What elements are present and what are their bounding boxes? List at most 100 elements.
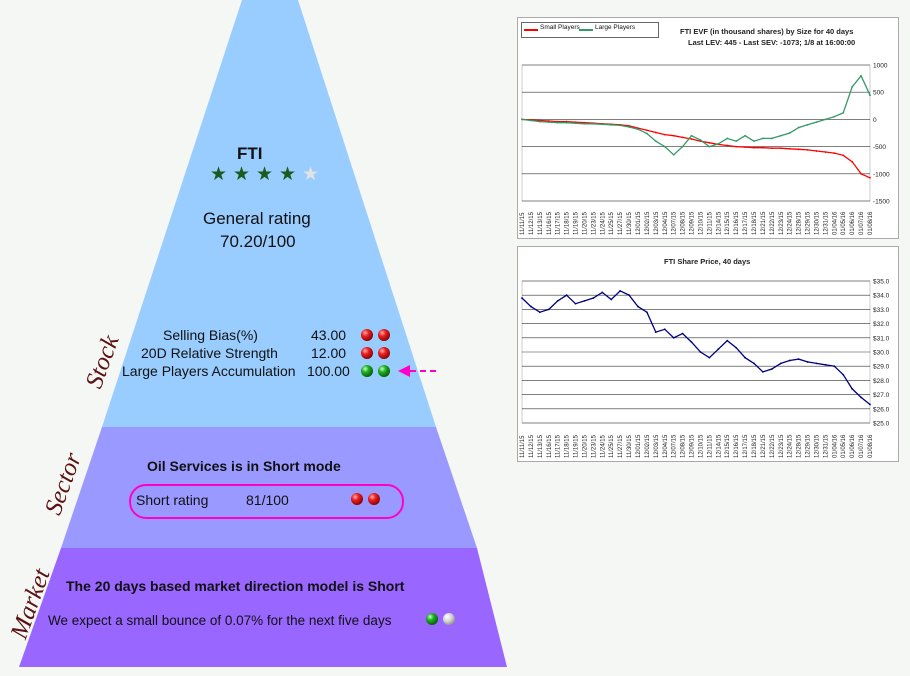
evf-data-point [654,140,657,143]
evf-x-tick-label: 01/07/16 [859,211,865,235]
evf-data-point [806,148,809,151]
pyramid-market-tier [19,548,507,667]
evf-y-tick-label: 500 [873,90,884,97]
evf-data-point [851,85,854,88]
evf-plot-frame [521,64,871,202]
price-data-point [538,311,541,314]
market-note: We expect a small bounce of 0.07% for th… [48,613,392,628]
evf-data-point [797,126,800,129]
evf-data-point [699,139,702,141]
price-data-point [726,339,729,342]
evf-x-tick-label: 12/22/15 [770,211,776,235]
evf-data-point [556,121,559,124]
evf-x-tick-label: 11/25/15 [609,211,615,235]
evf-data-point [619,124,622,127]
legend-swatch-small-players [524,29,538,31]
evf-data-point [869,176,871,179]
price-data-point [637,305,639,308]
price-data-point [521,297,523,299]
sector-short-rating-box [129,484,404,519]
price-y-tick-label: $34.0 [873,293,890,300]
price-x-tick-label: 11/19/15 [574,434,580,458]
evf-data-point [779,134,782,137]
evf-x-tick-label: 11/17/15 [556,211,562,235]
metric-value-relative-strength: 12.00 [311,345,347,361]
evf-x-tick-label: 11/16/15 [547,211,553,235]
price-data-point [744,356,746,359]
price-x-tick-label: 12/07/15 [672,434,678,458]
evf-data-point [788,147,791,150]
evf-data-point [833,115,836,118]
price-data-point [851,388,854,390]
price-data-point [797,358,800,360]
price-x-tick-label: 01/05/16 [841,434,847,458]
evf-data-point [708,141,711,144]
evf-data-point [538,120,541,123]
evf-data-point [610,123,613,126]
evf-data-point [869,94,871,97]
evf-x-tick-label: 11/11/15 [520,212,526,235]
price-data-point [699,351,702,353]
status-ball-relative-strength-2 [378,347,390,359]
market-status-ball-1 [426,613,438,625]
price-y-tick-label: $25.0 [873,421,890,428]
price-x-tick-label: 01/04/16 [832,434,838,458]
evf-data-point [681,136,684,139]
price-data-point [779,362,782,365]
evf-x-tick-label: 12/09/15 [690,211,696,235]
evf-data-point [824,151,827,153]
evf-data-point [833,152,836,155]
evf-x-tick-label: 12/08/15 [681,211,687,235]
evf-data-point [842,154,845,157]
price-data-point [770,368,773,370]
price-chart-panel: FTI Share Price, 40 days $35.0 $34.0 $33.0… [517,246,899,462]
evf-data-point [815,121,818,124]
price-data-point [583,299,586,302]
evf-data-point [744,146,746,149]
general-rating-label: General rating [203,209,311,228]
star-filled-icon: ★ [210,164,228,185]
price-data-point [762,370,764,373]
sector-headline: Oil Services is in Short mode [147,458,341,474]
evf-x-tick-label: 01/08/16 [868,211,874,235]
price-y-tick-label: $29.0 [873,364,890,371]
price-x-tick-label: 11/11/15 [520,435,526,458]
price-y-tick-label: $27.0 [873,392,890,399]
price-x-tick-label: 12/03/15 [654,434,660,458]
price-x-tick-label: 11/24/15 [600,434,606,458]
price-x-tick-label: 12/15/15 [725,434,731,458]
evf-data-point [726,137,729,140]
price-data-point [869,403,871,406]
sector-short-rating-label: Short rating [136,492,209,508]
evf-x-tick-label: 12/24/15 [788,211,794,235]
price-y-tick-label: $30.0 [873,350,890,357]
evf-data-point [753,146,755,149]
price-data-point [672,336,675,339]
evf-series-line-1 [521,118,871,179]
price-x-tick-label: 11/12/15 [529,434,535,458]
evf-x-tick-label: 12/28/15 [797,211,803,235]
price-x-tick-label: 11/30/15 [627,434,633,458]
evf-x-tick-label: 12/01/15 [636,211,642,235]
price-data-point [565,294,568,297]
evf-data-point [565,121,568,124]
status-ball-selling-bias-1 [361,329,373,341]
price-series-line-1 [521,290,871,406]
price-data-point [690,341,693,343]
price-data-point [574,302,577,305]
legend-label-small-players: Small Players [540,24,580,31]
evf-data-point [860,74,862,77]
pointer-arrow-icon [398,365,438,377]
price-data-point [708,356,711,359]
evf-data-point [530,119,532,122]
price-data-point [833,365,836,368]
price-x-tick-label: 12/11/15 [707,434,713,458]
evf-data-point [762,146,764,149]
metric-label-relative-strength: 20D Relative Strength [141,345,278,361]
price-chart-title: FTI Share Price, 40 days [664,257,751,266]
evf-data-point [770,147,773,150]
price-data-point [663,328,666,331]
price-x-tick-label: 12/10/15 [698,434,704,458]
star-empty-icon: ★ [302,164,320,185]
star-filled-icon: ★ [233,164,251,185]
